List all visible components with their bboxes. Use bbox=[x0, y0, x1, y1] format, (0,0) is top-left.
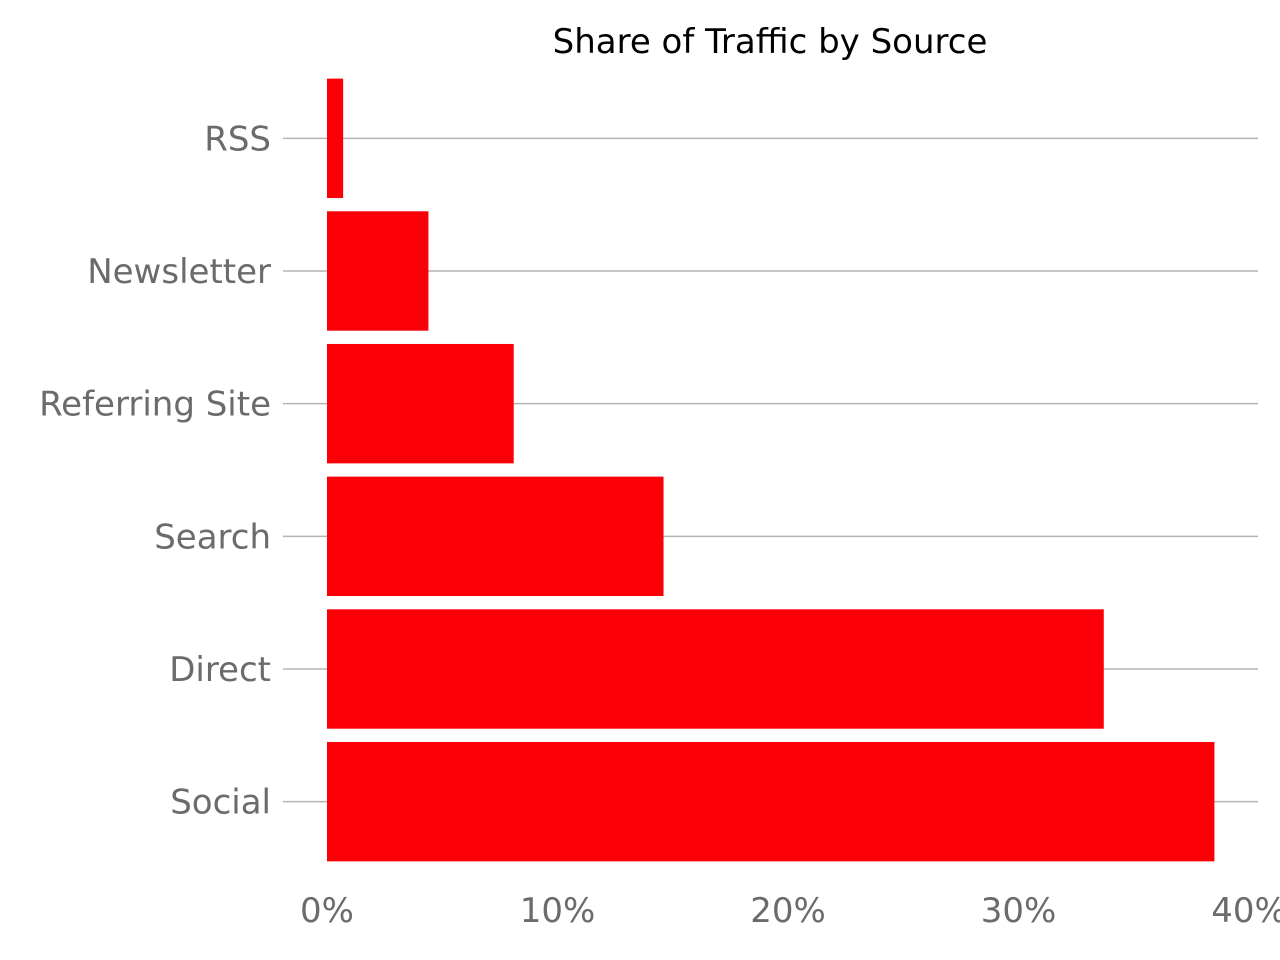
category-label: Newsletter bbox=[87, 252, 271, 292]
category-labels: Social Direct Search Referring Site Newslett… bbox=[39, 119, 271, 822]
bars bbox=[327, 78, 1215, 862]
category-label: Social bbox=[170, 783, 271, 823]
x-tick-label: 40% bbox=[1211, 891, 1280, 931]
x-tick-label: 20% bbox=[750, 891, 826, 931]
x-tick-label: 0% bbox=[300, 891, 354, 931]
category-label: RSS bbox=[204, 119, 271, 159]
bar bbox=[327, 741, 1215, 862]
bar bbox=[327, 476, 664, 597]
category-label: Search bbox=[154, 517, 271, 557]
x-tick-label: 10% bbox=[520, 891, 596, 931]
bar bbox=[327, 343, 514, 464]
bar bbox=[327, 609, 1104, 729]
bar bbox=[327, 78, 344, 199]
bar bbox=[327, 211, 429, 331]
category-label: Referring Site bbox=[39, 385, 271, 425]
chart-title: Share of Traffic by Source bbox=[553, 22, 988, 62]
x-tick-label: 30% bbox=[981, 891, 1057, 931]
category-label: Direct bbox=[169, 650, 271, 690]
x-axis-tick-labels: 0% 10% 20% 30% 40% bbox=[300, 891, 1280, 931]
